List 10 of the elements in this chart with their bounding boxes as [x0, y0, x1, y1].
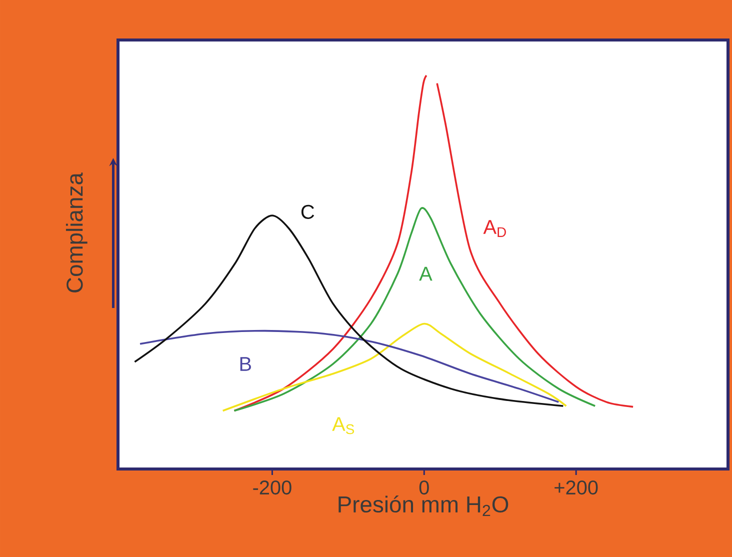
series-label: B [240, 357, 251, 371]
x-axis-title: Presión mm H$_{2}$O [338, 495, 508, 516]
x-tick-label: 0 [419, 480, 429, 495]
series-label: A [419, 266, 432, 281]
series-label: A$_{D}$ [483, 220, 506, 237]
y-axis-title: Complianza [66, 172, 88, 292]
x-tick-label: -200 [253, 480, 292, 495]
text: A$_{S}$ [332, 417, 354, 434]
x-tick-label: +200 [554, 480, 598, 495]
series-label: C [301, 204, 314, 219]
